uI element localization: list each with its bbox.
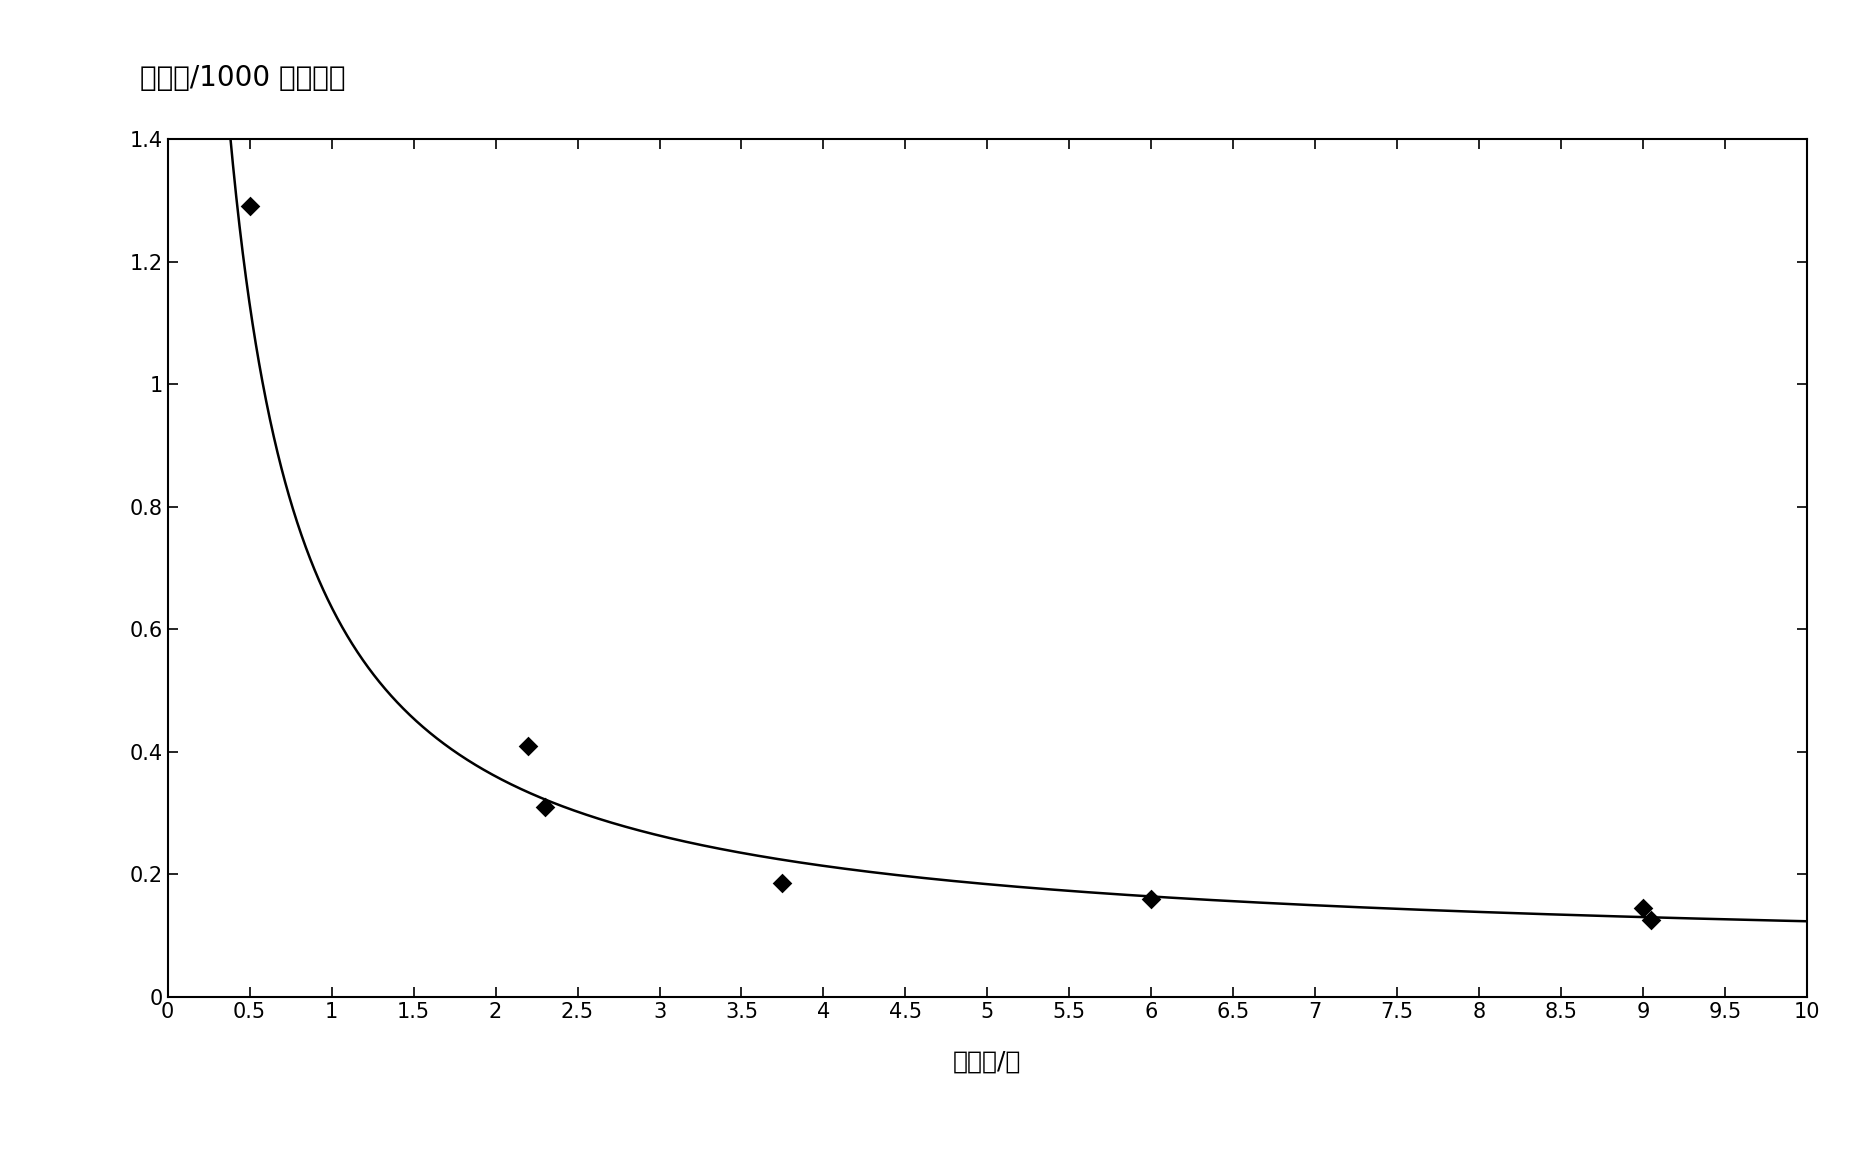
- Point: [529, 797, 559, 816]
- Point: [1628, 898, 1658, 917]
- Text: 命中数/1000 个转化子: 命中数/1000 个转化子: [140, 64, 345, 92]
- Point: [514, 736, 544, 755]
- Point: [235, 197, 265, 216]
- Point: [768, 874, 797, 892]
- Point: [1636, 911, 1666, 930]
- Point: [1136, 889, 1166, 907]
- X-axis label: 转化子/孔: 转化子/孔: [954, 1049, 1021, 1073]
